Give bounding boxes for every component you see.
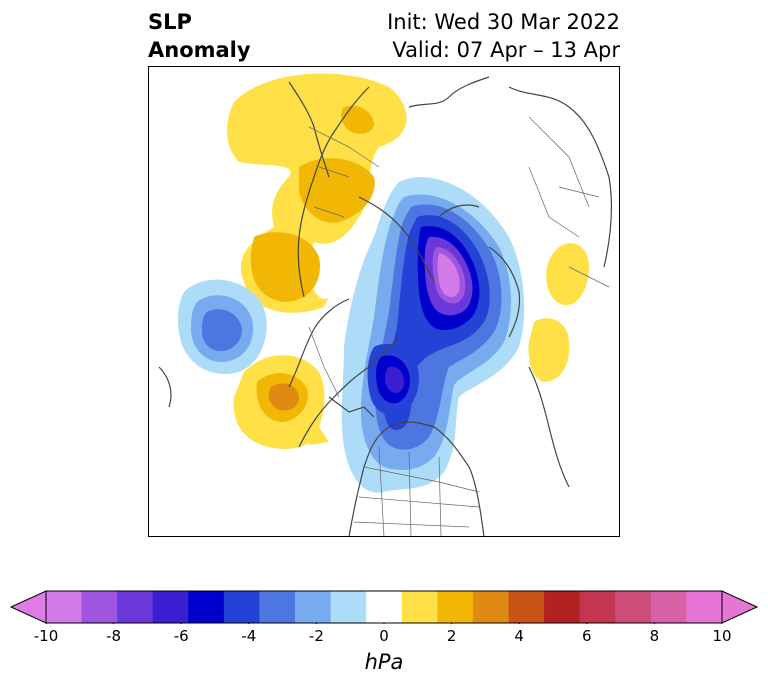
init-date: Init: Wed 30 Mar 2022 <box>387 10 620 34</box>
negative-anomaly-arctic <box>341 177 525 493</box>
anomaly-map <box>158 73 613 536</box>
colorbar-tick-label: 0 <box>379 627 389 645</box>
colorbar-swatch <box>615 591 652 623</box>
colorbar-tick-label: -6 <box>173 627 189 645</box>
colorbar-tick-label: 8 <box>649 627 660 645</box>
colorbar-tick-label: 10 <box>712 627 732 645</box>
colorbar-swatch <box>472 591 510 623</box>
colorbar-tick-label: 4 <box>514 627 524 645</box>
colorbar-swatch <box>437 591 474 623</box>
colorbar-swatch <box>152 591 189 623</box>
colorbar <box>10 590 758 624</box>
colorbar-swatch <box>223 591 260 623</box>
colorbar-tick-label: 6 <box>582 627 592 645</box>
negative-anomaly-pacific <box>177 279 267 374</box>
positive-anomaly-eurasia <box>227 73 407 313</box>
colorbar-tick-label: -4 <box>241 627 257 645</box>
colorbar-swatch <box>46 591 83 623</box>
title-line-1: SLP <box>148 10 192 34</box>
positive-anomaly-asia <box>528 243 589 382</box>
colorbar-swatch <box>650 591 687 623</box>
colorbar-swatch <box>366 591 403 623</box>
colorbar-swatch <box>259 591 296 623</box>
valid-range: Valid: 07 Apr – 13 Apr <box>392 38 620 62</box>
forecast-dates: Init: Wed 30 Mar 2022 Valid: 07 Apr – 13… <box>387 8 620 64</box>
colorbar-tick-label: -2 <box>308 627 324 645</box>
colorbar-swatch <box>401 591 438 623</box>
title-line-2: Anomaly <box>148 38 251 62</box>
colorbar-swatch <box>686 591 723 623</box>
political-borders <box>308 116 610 536</box>
map-title: SLP Anomaly <box>148 8 251 64</box>
colorbar-swatch <box>117 591 154 623</box>
coastlines <box>158 76 613 536</box>
colorbar-unit: hPa <box>364 650 404 674</box>
colorbar-extend-min <box>10 590 47 624</box>
colorbar-extend-max <box>721 590 758 624</box>
map-panel <box>148 66 620 537</box>
colorbar-swatch <box>544 591 581 623</box>
colorbar-swatch <box>579 591 616 623</box>
colorbar-swatch <box>81 591 118 623</box>
colorbar-swatch <box>508 591 545 623</box>
colorbar-swatch <box>330 591 367 623</box>
colorbar-tick-label: -10 <box>33 627 59 645</box>
colorbar-tick-label: -8 <box>106 627 122 645</box>
colorbar-swatch <box>295 591 332 623</box>
colorbar-swatch <box>188 591 225 623</box>
positive-anomaly-pacific <box>233 355 329 449</box>
colorbar-tick-label: 2 <box>446 627 457 645</box>
